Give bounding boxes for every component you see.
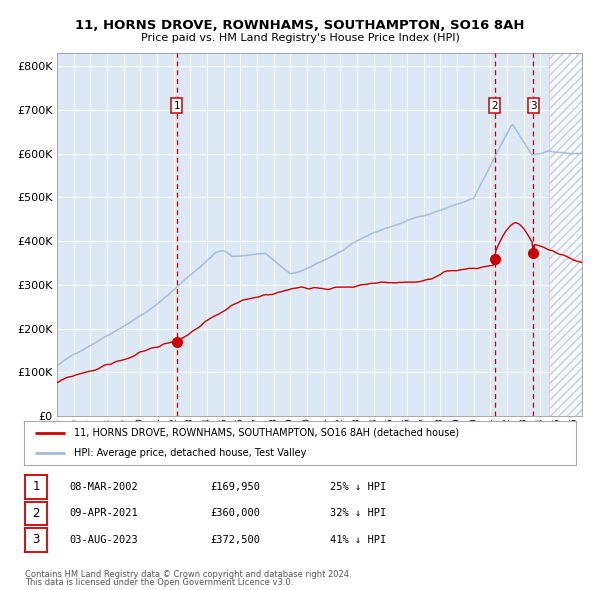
Text: £169,950: £169,950 — [210, 482, 260, 491]
Text: 08-MAR-2002: 08-MAR-2002 — [69, 482, 138, 491]
Bar — [548, 53, 582, 416]
Text: 2: 2 — [491, 101, 498, 111]
Text: 1: 1 — [173, 101, 180, 111]
Text: 3: 3 — [530, 101, 537, 111]
Text: HPI: Average price, detached house, Test Valley: HPI: Average price, detached house, Test… — [74, 448, 306, 458]
Text: 41% ↓ HPI: 41% ↓ HPI — [330, 535, 386, 545]
Text: 09-APR-2021: 09-APR-2021 — [69, 509, 138, 518]
Text: 25% ↓ HPI: 25% ↓ HPI — [330, 482, 386, 491]
Text: 1: 1 — [32, 480, 40, 493]
Text: 03-AUG-2023: 03-AUG-2023 — [69, 535, 138, 545]
Text: Price paid vs. HM Land Registry's House Price Index (HPI): Price paid vs. HM Land Registry's House … — [140, 33, 460, 42]
Text: Contains HM Land Registry data © Crown copyright and database right 2024.: Contains HM Land Registry data © Crown c… — [25, 569, 352, 579]
Text: 11, HORNS DROVE, ROWNHAMS, SOUTHAMPTON, SO16 8AH (detached house): 11, HORNS DROVE, ROWNHAMS, SOUTHAMPTON, … — [74, 428, 459, 438]
Text: 32% ↓ HPI: 32% ↓ HPI — [330, 509, 386, 518]
Text: 11, HORNS DROVE, ROWNHAMS, SOUTHAMPTON, SO16 8AH: 11, HORNS DROVE, ROWNHAMS, SOUTHAMPTON, … — [75, 19, 525, 32]
Text: 3: 3 — [32, 533, 40, 546]
Text: This data is licensed under the Open Government Licence v3.0.: This data is licensed under the Open Gov… — [25, 578, 293, 588]
Text: £372,500: £372,500 — [210, 535, 260, 545]
Text: £360,000: £360,000 — [210, 509, 260, 518]
Text: 2: 2 — [32, 507, 40, 520]
